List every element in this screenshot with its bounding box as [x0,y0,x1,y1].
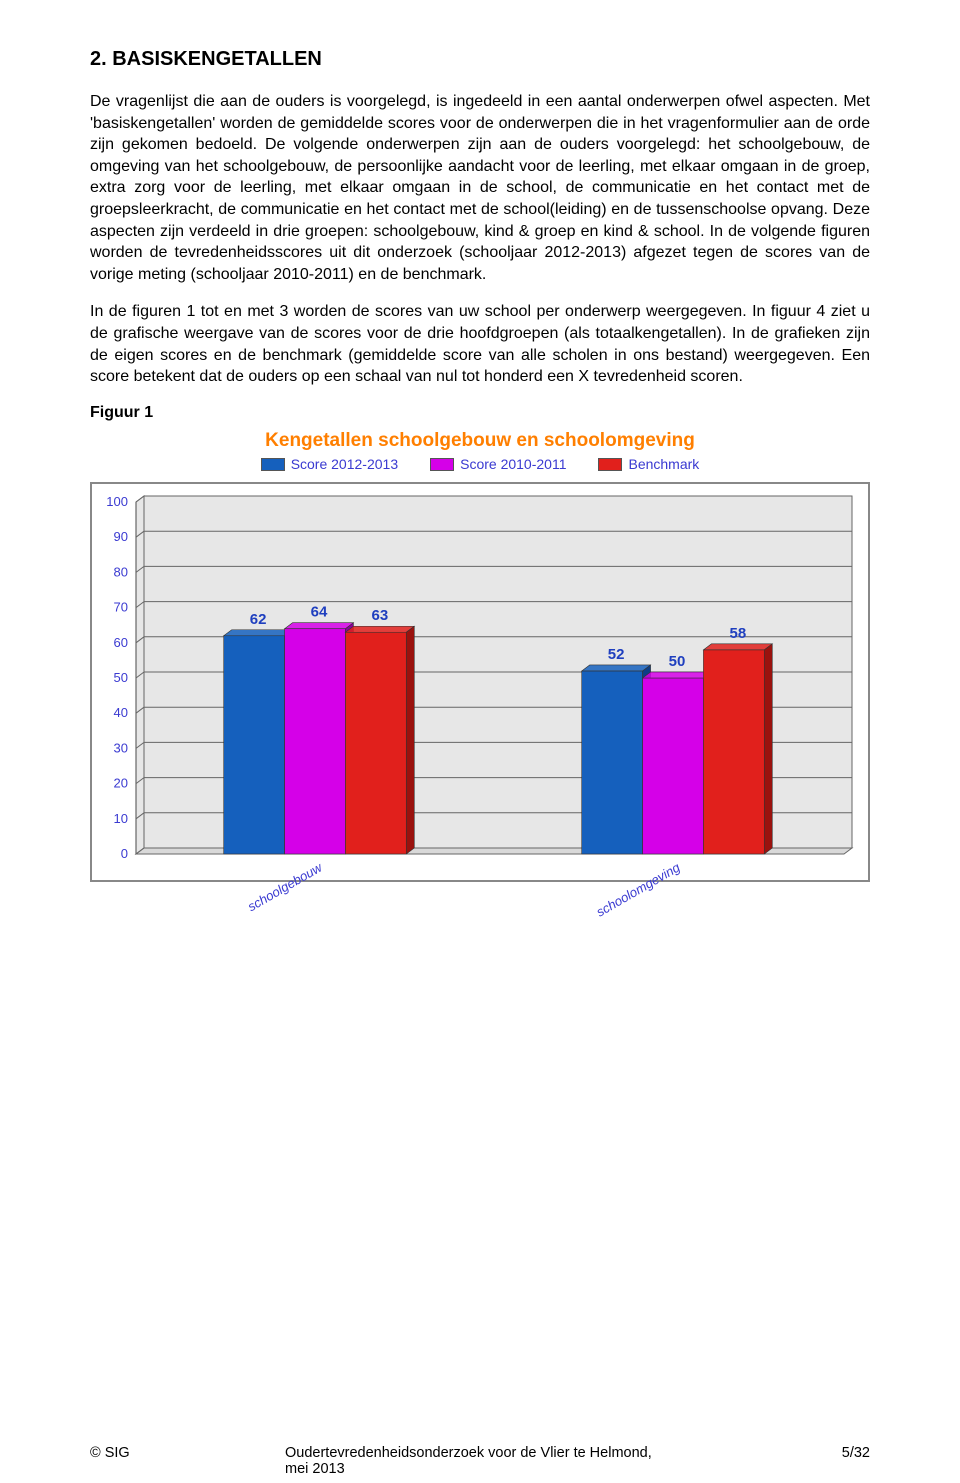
chart-legend: Score 2012-2013 Score 2010-2011 Benchmark [90,456,870,472]
legend-item: Benchmark [598,456,699,472]
section-heading: 2. BASISKENGETALLEN [90,48,870,71]
footer-left: © SIG [90,1445,130,1461]
svg-text:90: 90 [114,529,128,544]
svg-text:60: 60 [114,635,128,650]
legend-label: Score 2012-2013 [291,456,398,472]
legend-label: Benchmark [628,456,699,472]
chart-bars-layer: 626463schoolgebouw525058schoolomgeving [136,494,854,856]
footer-center: Oudertevredenheidsonderzoek voor de Vlie… [285,1445,675,1477]
chart-plot-area: 0102030405060708090100 626463schoolgebou… [136,494,854,856]
svg-text:63: 63 [372,607,389,624]
svg-text:100: 100 [106,494,128,509]
chart-container: Kengetallen schoolgebouw en schoolomgevi… [90,430,870,882]
legend-label: Score 2010-2011 [460,456,566,472]
page: 2. BASISKENGETALLEN De vragenlijst die a… [0,0,960,1483]
svg-text:80: 80 [114,564,128,579]
legend-item: Score 2010-2011 [430,456,566,472]
svg-text:64: 64 [311,603,328,620]
legend-swatch [261,458,285,471]
svg-text:50: 50 [114,670,128,685]
legend-item: Score 2012-2013 [261,456,398,472]
svg-text:70: 70 [114,599,128,614]
chart-plot-box: 0102030405060708090100 626463schoolgebou… [90,482,870,882]
svg-text:schoolomgeving: schoolomgeving [594,859,684,919]
paragraph-1: De vragenlijst die aan de ouders is voor… [90,91,870,285]
svg-text:52: 52 [608,646,625,663]
paragraph-2: In de figuren 1 tot en met 3 worden de s… [90,301,870,387]
svg-text:schoolgebouw: schoolgebouw [245,859,326,914]
footer-right: 5/32 [842,1445,870,1461]
svg-text:58: 58 [730,625,747,642]
legend-swatch [430,458,454,471]
svg-text:40: 40 [114,705,128,720]
svg-text:10: 10 [114,811,128,826]
svg-text:30: 30 [114,740,128,755]
svg-text:0: 0 [121,846,128,861]
svg-text:62: 62 [250,610,267,627]
legend-swatch [598,458,622,471]
svg-text:20: 20 [114,775,128,790]
page-footer: © SIG Oudertevredenheidsonderzoek voor d… [90,1445,870,1461]
svg-text:50: 50 [669,653,686,670]
figure-label: Figuur 1 [90,404,870,422]
chart-title: Kengetallen schoolgebouw en schoolomgevi… [90,430,870,452]
